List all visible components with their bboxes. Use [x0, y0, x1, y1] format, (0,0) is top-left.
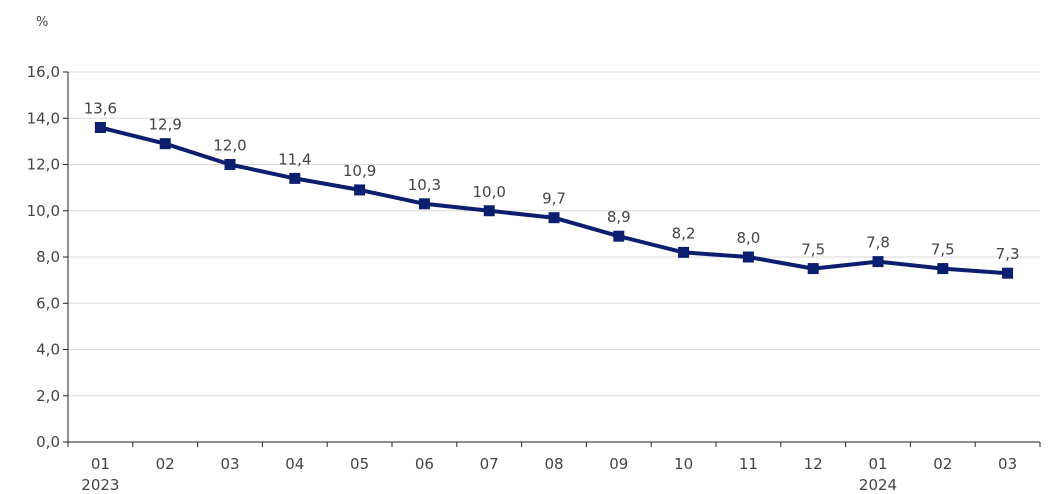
data-label: 7,8 — [866, 234, 890, 252]
data-label: 10,9 — [343, 162, 376, 180]
data-label: 13,6 — [84, 100, 117, 118]
x-tick-label: 09 — [609, 455, 628, 473]
data-label: 10,0 — [472, 183, 505, 201]
data-point-marker — [354, 184, 366, 196]
x-tick-label: 03 — [220, 455, 239, 473]
y-tick-label: 0,0 — [36, 433, 60, 451]
data-label: 10,3 — [408, 176, 441, 194]
y-axis-unit-label: % — [36, 15, 48, 30]
data-point-marker — [613, 230, 625, 242]
y-tick-label: 16,0 — [27, 63, 60, 81]
x-tick-label: 01 — [91, 455, 110, 473]
data-label: 8,9 — [607, 208, 631, 226]
data-point-marker — [872, 256, 884, 268]
data-label: 12,9 — [148, 116, 181, 134]
data-point-marker — [548, 212, 560, 224]
gridlines — [68, 71, 1040, 397]
data-point-marker — [94, 122, 106, 133]
data-labels: 13,6 12,9 12,0 11,4 10,9 10,3 10,0 9,7 8,9 8,2 8,0… — [84, 100, 1020, 264]
data-point-marker — [418, 198, 430, 210]
y-tick-label: 4,0 — [36, 341, 60, 359]
data-label: 11,4 — [278, 150, 311, 168]
x-tick-label: 12 — [804, 455, 823, 473]
data-point-marker — [742, 251, 754, 263]
y-tick-label: 12,0 — [27, 156, 60, 174]
series-group — [94, 122, 1014, 279]
x-tick-label: 03 — [998, 455, 1017, 473]
x-year-label: 2024 — [859, 476, 897, 494]
x-tick-label: 10 — [674, 455, 693, 473]
x-tick-label: 07 — [480, 455, 499, 473]
x-tick-label: 01 — [868, 455, 887, 473]
data-point-marker — [483, 205, 495, 217]
x-tick-label: 08 — [544, 455, 563, 473]
data-point-marker — [289, 172, 301, 184]
x-tick-label: 02 — [156, 455, 175, 473]
y-tick-label: 8,0 — [36, 248, 60, 266]
x-tick-label: 05 — [350, 455, 369, 473]
data-point-marker — [678, 246, 690, 258]
y-tick-label: 2,0 — [36, 387, 60, 405]
data-label: 7,3 — [996, 245, 1020, 263]
x-axis-ticks: 01 02 03 04 05 06 07 08 09 10 11 12 01 02 03 2023 2024 — [67, 442, 1041, 494]
data-label: 8,0 — [736, 229, 760, 247]
y-axis-ticks: 0,0 2,0 4,0 6,0 8,0 10,0 12,0 14,0 16,0 — [27, 63, 68, 451]
data-point-marker — [1002, 267, 1014, 279]
y-tick-label: 14,0 — [27, 109, 60, 127]
x-tick-label: 02 — [933, 455, 952, 473]
data-label: 12,0 — [213, 137, 246, 155]
y-tick-label: 6,0 — [36, 294, 60, 312]
x-tick-label: 04 — [285, 455, 304, 473]
x-tick-label: 06 — [415, 455, 434, 473]
data-point-marker — [224, 159, 236, 170]
data-label: 7,5 — [931, 241, 955, 259]
data-point-marker — [807, 263, 819, 275]
data-point-marker — [937, 263, 949, 275]
x-year-label: 2023 — [81, 476, 119, 494]
data-label: 8,2 — [672, 224, 696, 242]
y-tick-label: 10,0 — [27, 202, 60, 220]
data-label: 7,5 — [801, 241, 825, 259]
x-tick-label: 11 — [739, 455, 758, 473]
data-label: 9,7 — [542, 190, 566, 208]
data-point-marker — [159, 138, 171, 150]
